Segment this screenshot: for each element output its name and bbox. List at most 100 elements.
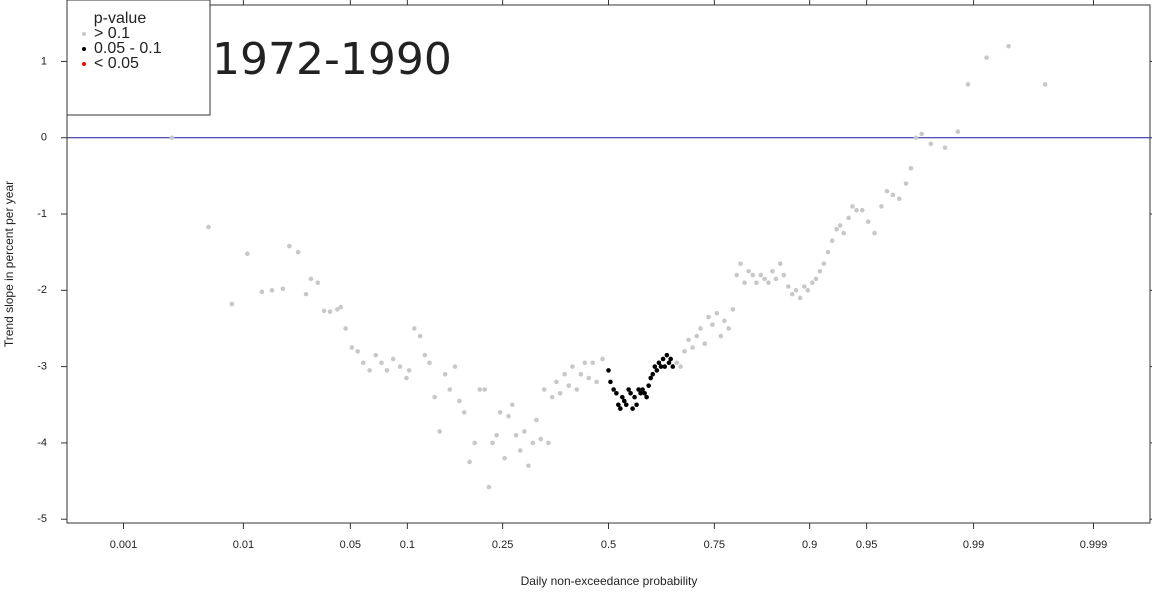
point	[467, 459, 472, 465]
point	[674, 360, 679, 366]
point	[472, 440, 478, 446]
point	[327, 309, 333, 314]
point	[666, 360, 672, 366]
point	[618, 406, 623, 411]
y-tick-label: -4	[37, 437, 47, 449]
point	[754, 280, 759, 285]
legend-label: 0.05 - 0.1	[94, 40, 162, 57]
point	[349, 345, 355, 350]
x-tick-label: 0.99	[963, 539, 984, 551]
y-tick-label: 1	[41, 55, 47, 67]
point	[427, 360, 432, 366]
point	[308, 276, 314, 282]
x-tick-label: 0.1	[400, 539, 415, 551]
point	[490, 440, 495, 446]
x-tick-label: 0.9	[802, 539, 817, 551]
point	[626, 387, 631, 392]
point	[660, 356, 666, 362]
point	[360, 360, 366, 366]
legend-label: > 0.1	[94, 25, 130, 42]
point	[636, 387, 641, 392]
legend-marker	[82, 62, 86, 66]
point	[614, 391, 619, 396]
point	[984, 55, 989, 60]
point	[762, 276, 767, 282]
point	[619, 394, 625, 400]
point	[1006, 43, 1011, 49]
point	[650, 371, 656, 377]
point	[859, 207, 865, 213]
point	[621, 398, 627, 404]
point	[793, 288, 799, 293]
point	[578, 371, 584, 377]
point	[854, 207, 859, 213]
point	[634, 402, 639, 408]
point	[652, 364, 658, 369]
point	[355, 349, 360, 354]
point	[865, 219, 871, 224]
point	[879, 204, 884, 209]
point	[510, 402, 515, 408]
legend-marker	[82, 47, 86, 51]
point	[457, 398, 462, 404]
y-tick-label: -2	[37, 284, 47, 296]
point	[781, 272, 787, 278]
point	[734, 272, 740, 278]
point	[632, 394, 637, 400]
point	[390, 356, 396, 362]
point	[698, 326, 703, 331]
point	[623, 402, 629, 408]
legend-label: < 0.05	[94, 55, 139, 72]
point	[850, 204, 855, 209]
point	[562, 371, 567, 377]
legend-box	[66, 0, 211, 116]
point	[206, 224, 211, 230]
point	[682, 349, 687, 354]
point	[797, 295, 803, 301]
point	[526, 463, 531, 469]
legend-title: p-value	[94, 10, 147, 27]
point	[825, 249, 831, 255]
point	[742, 280, 747, 285]
point	[718, 333, 724, 339]
point	[303, 291, 309, 297]
x-axis-label: Daily non-exceedance probability	[521, 574, 698, 588]
point	[965, 82, 971, 87]
point	[706, 314, 711, 320]
point	[229, 301, 235, 307]
point	[714, 310, 720, 316]
y-tick-label: -5	[37, 513, 47, 525]
point	[530, 440, 536, 446]
point	[837, 223, 843, 228]
point	[497, 410, 503, 415]
point	[694, 333, 700, 339]
y-tick-label: 0	[41, 132, 47, 144]
point	[513, 432, 519, 438]
point	[373, 352, 379, 358]
point	[908, 165, 914, 171]
point	[686, 337, 691, 343]
x-tick-label: 0.01	[233, 539, 254, 551]
point	[594, 379, 599, 385]
point	[777, 261, 783, 266]
point	[896, 196, 902, 202]
point	[549, 394, 555, 400]
point	[412, 326, 417, 331]
point	[269, 288, 275, 293]
point	[338, 304, 344, 310]
point	[486, 484, 492, 490]
x-tick-label: 0.001	[110, 539, 138, 551]
point	[517, 448, 523, 453]
point	[942, 145, 948, 150]
point	[616, 402, 621, 408]
point	[640, 387, 645, 392]
point	[746, 268, 751, 274]
point	[810, 280, 815, 285]
point	[802, 284, 807, 289]
point	[817, 268, 823, 274]
point	[570, 364, 575, 369]
point	[919, 131, 924, 137]
point	[506, 413, 511, 419]
point	[642, 391, 647, 396]
